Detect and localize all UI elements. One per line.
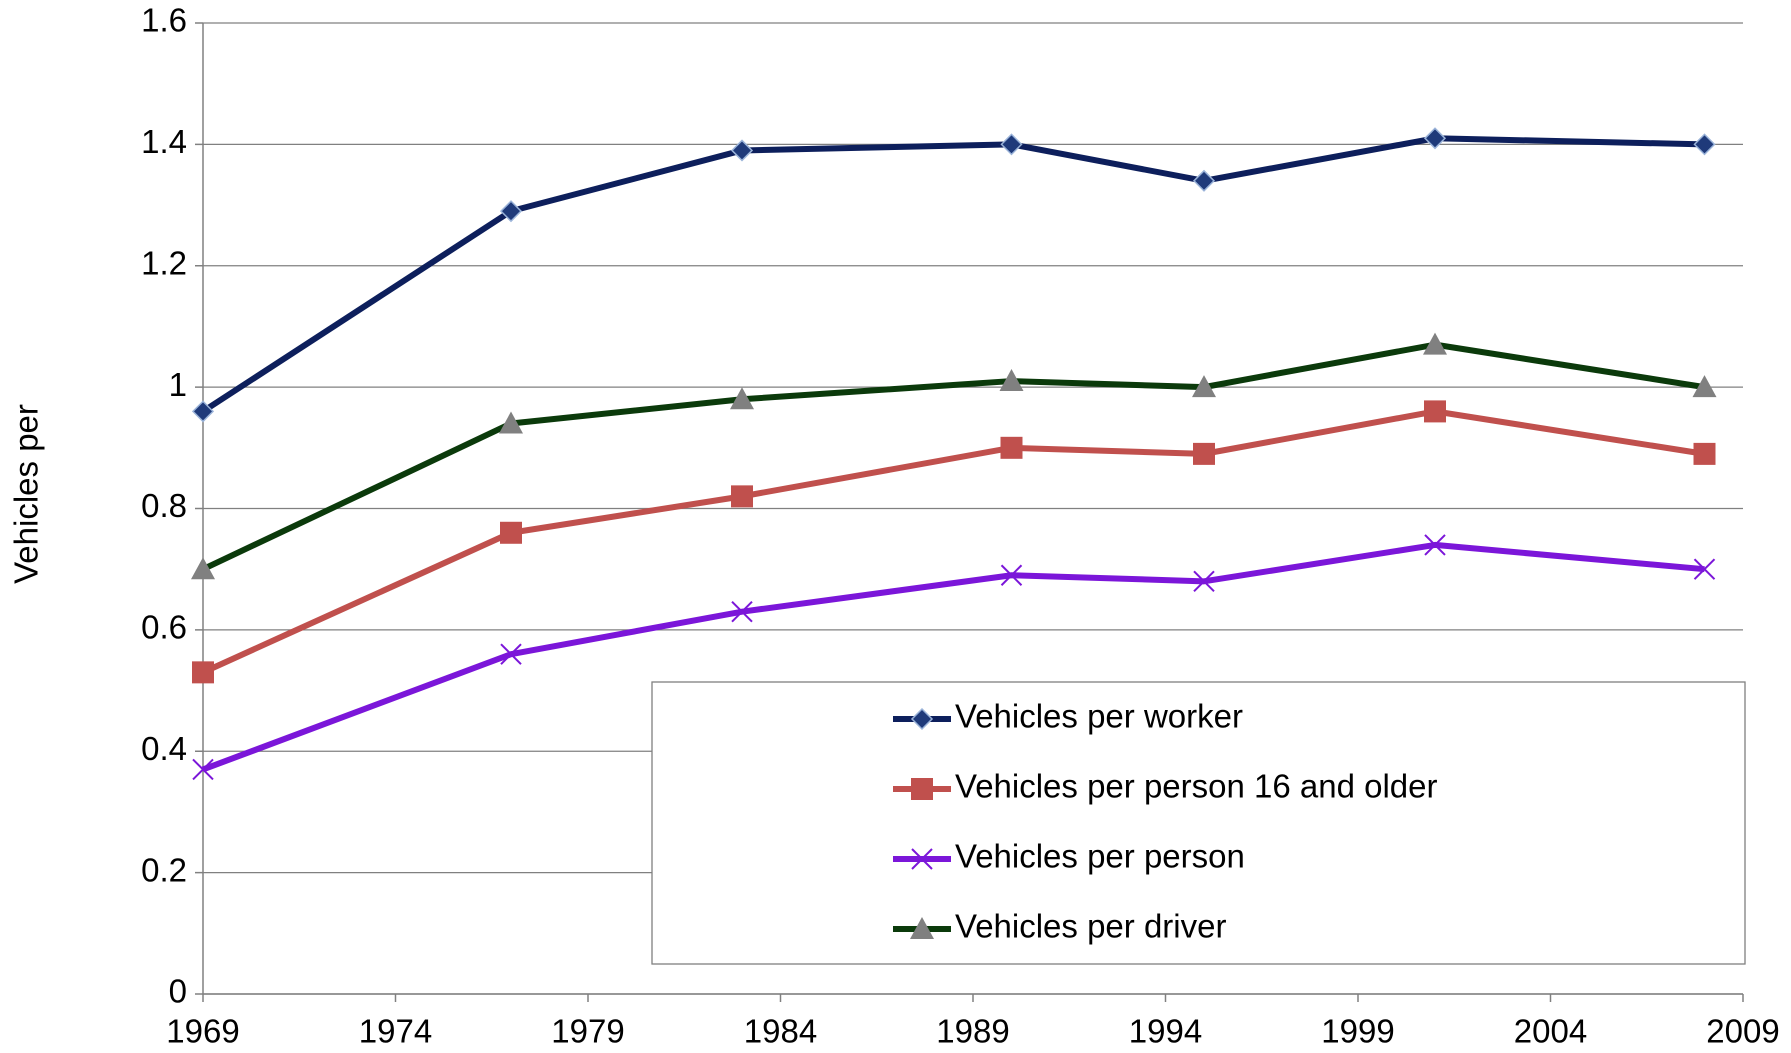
marker [499, 200, 523, 223]
legend-marker [911, 778, 933, 800]
y-tick-label: 1.2 [141, 244, 187, 281]
y-tick-label: 1.4 [141, 123, 187, 160]
x-tick-label: 1999 [1321, 1013, 1394, 1050]
marker [1193, 570, 1215, 593]
legend-label: Vehicles per worker [955, 698, 1243, 735]
marker [1424, 534, 1446, 556]
y-tick-label: 1.6 [141, 2, 187, 39]
x-tick-label: 1969 [166, 1013, 239, 1050]
legend-label: Vehicles per person 16 and older [955, 768, 1438, 805]
marker [1193, 442, 1215, 465]
x-tick-label: 1974 [359, 1013, 432, 1050]
legend-marker [910, 707, 934, 731]
y-tick-label: 0.6 [141, 609, 187, 646]
x-tick-label: 2009 [1706, 1013, 1779, 1050]
legend-box [651, 681, 1746, 965]
legend-marker [910, 917, 934, 939]
y-tick-label: 0.2 [141, 851, 187, 888]
x-tick-label: 1989 [936, 1013, 1009, 1050]
marker [1000, 564, 1023, 586]
marker [1693, 133, 1716, 156]
y-axis-label: Vehicles per [8, 404, 45, 584]
marker [192, 758, 214, 781]
x-tick-label: 2004 [1514, 1013, 1587, 1050]
marker [1000, 436, 1023, 459]
x-tick-label: 1979 [551, 1013, 624, 1050]
marker [191, 557, 215, 580]
marker [730, 139, 754, 162]
marker [731, 600, 753, 623]
x-tick-label: 1994 [1129, 1013, 1202, 1050]
marker [499, 411, 523, 434]
y-tick-label: 0 [169, 973, 187, 1010]
marker [191, 400, 215, 423]
x-tick-label: 1984 [744, 1013, 817, 1050]
marker [500, 643, 522, 665]
marker [1693, 442, 1716, 465]
marker [500, 521, 522, 544]
legend: Vehicles per worker Vehicles per person 1… [651, 681, 1746, 965]
legend-label: Vehicles per person [955, 838, 1245, 875]
y-tick-label: 0.8 [141, 487, 187, 524]
marker [192, 661, 214, 684]
marker [1692, 375, 1717, 398]
marker [730, 387, 754, 410]
marker [1423, 332, 1447, 355]
marker [1423, 127, 1447, 150]
marker [999, 369, 1024, 392]
marker [1693, 558, 1716, 580]
marker [731, 485, 753, 508]
legend-marker [911, 848, 933, 870]
marker [1192, 169, 1216, 192]
marker [1000, 133, 1023, 156]
y-tick-label: 1 [169, 366, 187, 403]
marker [1424, 400, 1446, 423]
y-tick-label: 0.4 [141, 730, 187, 767]
marker [1192, 375, 1216, 398]
legend-label: Vehicles per driver [955, 908, 1226, 945]
